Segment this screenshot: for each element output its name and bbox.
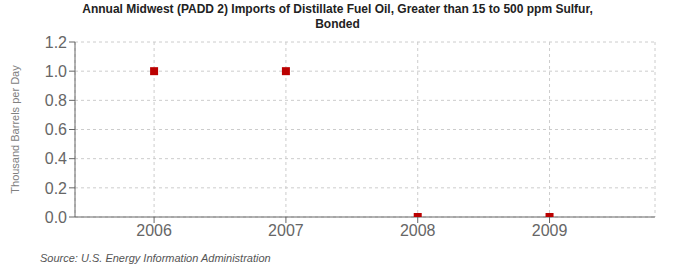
svg-text:0.0: 0.0 [45,209,67,226]
svg-text:2007: 2007 [268,222,304,239]
svg-text:Thousand Barrels per Day: Thousand Barrels per Day [9,65,21,194]
svg-text:0.6: 0.6 [45,121,67,138]
svg-text:2009: 2009 [532,222,568,239]
svg-text:1.2: 1.2 [45,34,67,51]
svg-text:2008: 2008 [400,222,436,239]
svg-text:1.0: 1.0 [45,63,67,80]
html-text:Bonded: Bonded [315,17,360,31]
svg-text:0.2: 0.2 [45,180,67,197]
html-text:Source: U.S. Energy Informatio: Source: U.S. Energy Information Administ… [40,252,271,264]
svg-text:0.4: 0.4 [45,150,67,167]
svg-text:2006: 2006 [136,222,172,239]
html-text:Annual Midwest (PADD 2) Import: Annual Midwest (PADD 2) Imports of Disti… [82,2,593,16]
svg-text:0.8: 0.8 [45,92,67,109]
